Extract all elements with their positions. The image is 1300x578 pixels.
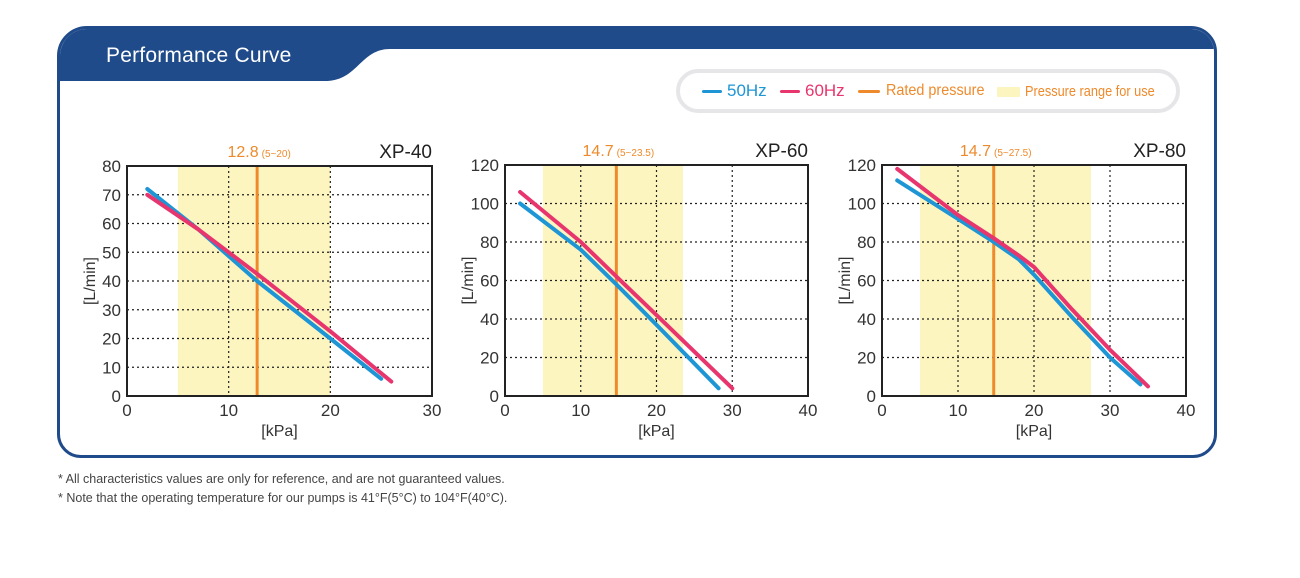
y-tick-label: 80 [102, 157, 121, 176]
y-tick-label: 120 [471, 156, 499, 175]
y-tick-label: 0 [112, 387, 121, 406]
y-tick-label: 120 [848, 156, 876, 175]
x-tick-label: 0 [500, 401, 509, 420]
y-tick-label: 40 [480, 310, 499, 329]
rated-pressure-label: 14.7 (5~27.5) [960, 143, 1032, 160]
legend-label-60hz: 60Hz [805, 81, 845, 100]
y-tick-label: 60 [480, 272, 499, 291]
y-tick-label: 30 [102, 301, 121, 320]
y-tick-label: 20 [102, 330, 121, 349]
x-tick-label: 30 [1101, 401, 1120, 420]
y-tick-label: 80 [480, 233, 499, 252]
y-tick-label: 70 [102, 186, 121, 205]
plot-frame [881, 164, 1187, 397]
chart-xp-80: 0 20 40 60 80 100 120 0 10 20 30 40 [kPa] [L/min] XP-8… [837, 141, 1195, 440]
plot-frame [126, 165, 433, 397]
y-tick-label: 100 [471, 195, 499, 214]
x-tick-label: 10 [949, 401, 968, 420]
x-tick-label: 20 [1025, 401, 1044, 420]
legend-swatch-50hz [702, 90, 722, 93]
y-tick-label: 10 [102, 358, 121, 377]
series-line-60hz [518, 190, 735, 391]
x-tick-label: 20 [647, 401, 666, 420]
x-tick-label: 30 [423, 401, 442, 420]
y-tick-label: 80 [857, 233, 876, 252]
rated-value: 14.7 [583, 143, 614, 160]
chart-xp-60: 0 20 40 60 80 100 120 0 10 20 30 40 [kPa] [L/min] XP-6… [460, 141, 817, 440]
legend-label-rated-pressure: Rated pressure [886, 82, 985, 99]
y-tick-label: 0 [867, 387, 876, 406]
legend-label-50hz: 50Hz [727, 81, 767, 100]
x-axis-label: [kPa] [261, 423, 297, 440]
rated-pressure-label: 12.8 (5~20) [227, 144, 290, 161]
pressure-range-value: (5~20) [262, 149, 291, 160]
x-tick-label: 0 [122, 401, 131, 420]
x-tick-label: 10 [219, 401, 238, 420]
footnote-reference: * All characteristics values are only fo… [58, 472, 505, 486]
y-axis-label: [L/min] [837, 256, 854, 304]
y-tick-label: 20 [480, 349, 499, 368]
x-tick-label: 30 [723, 401, 742, 420]
x-axis-label: [kPa] [1016, 423, 1052, 440]
series-line-60hz [145, 192, 394, 384]
rated-value: 12.8 [227, 144, 258, 161]
y-tick-label: 60 [857, 272, 876, 291]
y-tick-label: 0 [490, 387, 499, 406]
y-axis-label: [L/min] [82, 257, 99, 305]
footnote-temperature: * Note that the operating temperature fo… [58, 491, 508, 505]
x-tick-label: 0 [877, 401, 886, 420]
x-tick-label: 10 [571, 401, 590, 420]
legend-swatch-rated-pressure [858, 90, 880, 93]
y-tick-label: 60 [102, 215, 121, 234]
plot-frame [504, 164, 809, 397]
card-header-band [60, 29, 1214, 81]
header-shape [60, 29, 1214, 81]
pressure-range-value: (5~27.5) [994, 148, 1032, 159]
chart-xp-40: 0 10 20 30 40 50 60 70 80 0 10 20 30 [kPa] [L/min] XP-4… [82, 142, 441, 440]
x-tick-label: 40 [799, 401, 818, 420]
rated-pressure-label: 14.7 (5~23.5) [583, 143, 655, 160]
series-line-60hz [895, 166, 1150, 389]
y-tick-label: 50 [102, 243, 121, 262]
pressure-range-value: (5~23.5) [617, 148, 655, 159]
legend-label-pressure-range: Pressure range for use [1025, 83, 1155, 100]
x-tick-label: 20 [321, 401, 340, 420]
y-tick-label: 20 [857, 349, 876, 368]
y-axis-label: [L/min] [460, 256, 477, 304]
rated-value: 14.7 [960, 143, 991, 160]
y-tick-label: 40 [102, 272, 121, 291]
legend-swatch-pressure-range [997, 87, 1020, 97]
footnotes: * All characteristics values are only fo… [58, 470, 507, 508]
chart-title: XP-80 [1133, 141, 1186, 162]
pressure-range-band [920, 165, 1091, 396]
series-line-50hz [518, 201, 721, 391]
y-tick-label: 40 [857, 310, 876, 329]
x-tick-label: 40 [1177, 401, 1196, 420]
chart-legend: 50Hz 60Hz Rated pressure Pressure range … [676, 69, 1180, 113]
y-tick-label: 100 [848, 195, 876, 214]
chart-title: XP-40 [379, 142, 432, 163]
series-line-50hz [895, 178, 1143, 387]
chart-title: XP-60 [755, 141, 808, 162]
x-axis-label: [kPa] [638, 423, 674, 440]
legend-swatch-60hz [780, 90, 800, 93]
page-title: Performance Curve [106, 44, 292, 67]
